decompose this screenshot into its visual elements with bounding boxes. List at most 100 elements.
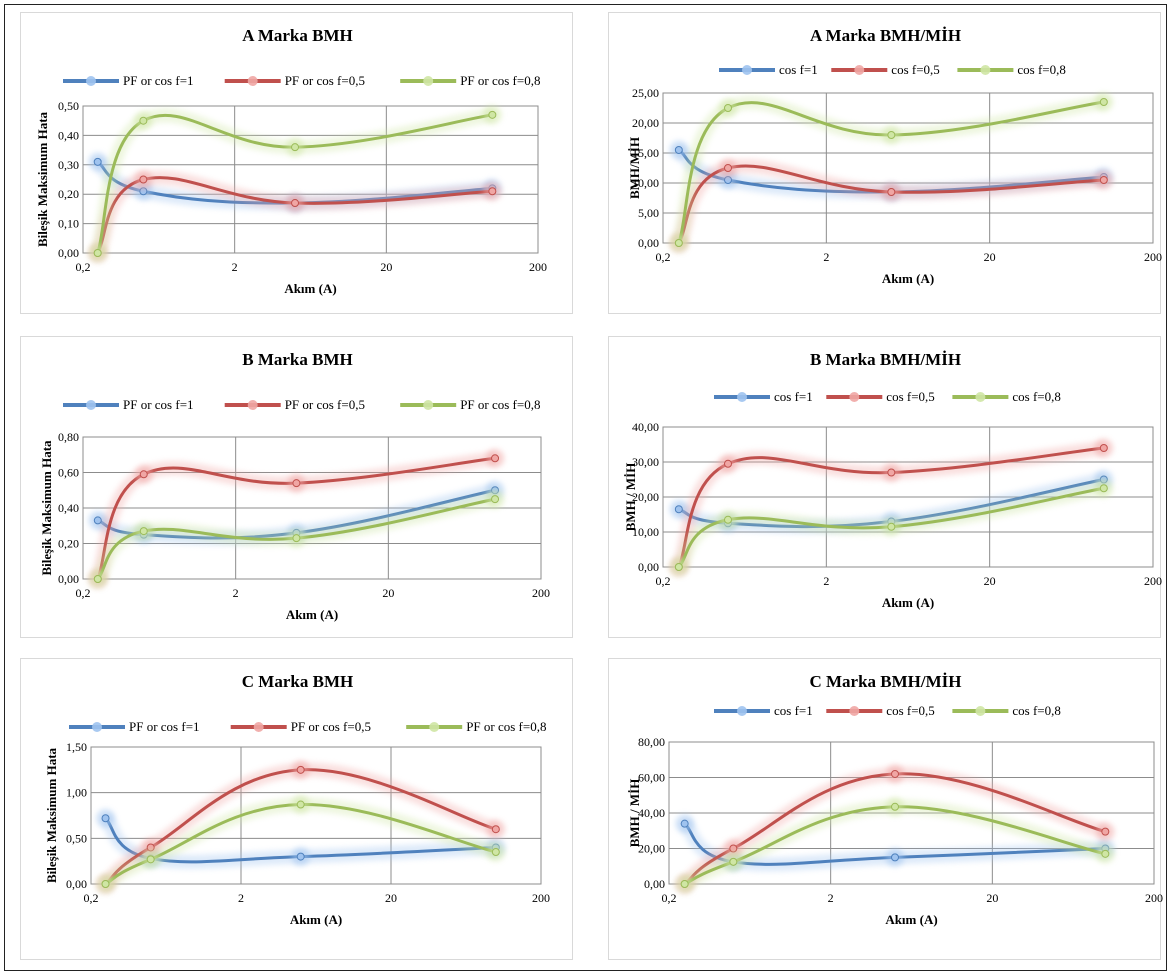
data-point — [491, 454, 500, 463]
legend-label: cos f=1 — [774, 703, 813, 718]
y-axis-title: Bileşik Maksimum Hata — [35, 111, 50, 247]
x-tick-label: 2 — [238, 891, 244, 905]
legend-swatch-marker — [92, 722, 102, 732]
x-tick-label: 2 — [823, 574, 829, 588]
legend-label: PF or cos f=0,5 — [285, 397, 365, 412]
data-point — [291, 143, 300, 152]
chart-panel-b-bmh: B Marka BMH PF or cos f=1 PF or cos f=0,5 P… — [20, 336, 573, 638]
chart-panel-a-bmh-mih: A Marka BMH/MİH cos f=1 cos f=0,5 cos f=0,8… — [608, 12, 1162, 314]
legend-label: PF or cos f=0,5 — [285, 73, 365, 88]
series-line — [683, 822, 1106, 866]
data-point — [1101, 827, 1110, 836]
series-line — [677, 164, 1104, 244]
x-tick-label: 200 — [532, 891, 550, 905]
data-point — [1099, 176, 1108, 184]
y-tick-label: 0,40 — [58, 128, 79, 142]
y-tick-label: 0,40 — [58, 501, 79, 515]
y-tick-label: 10,00 — [632, 176, 659, 190]
figure-frame — [4, 4, 1167, 971]
legend-label: cos f=0,8 — [1017, 62, 1066, 77]
x-tick-label: 0,2 — [656, 250, 671, 264]
chart-panel-c-bmh: C Marka BMH PF or cos f=1 PF or cos f=0,5 P… — [20, 658, 573, 960]
y-tick-label: 10,00 — [632, 525, 659, 539]
series-line — [684, 805, 1106, 886]
legend-label: PF or cos f=1 — [123, 397, 194, 412]
data-point — [729, 844, 738, 853]
data-point — [1099, 444, 1108, 452]
chart-title: A Marka BMH/MİH — [810, 26, 961, 45]
x-tick-label: 20 — [986, 891, 998, 905]
y-tick-label: 0,00 — [638, 236, 659, 250]
data-point — [887, 522, 896, 531]
data-point — [891, 802, 900, 811]
x-tick-label: 0,2 — [662, 891, 677, 905]
legend-swatch-marker — [737, 706, 747, 716]
plot-area-border — [82, 105, 539, 254]
data-point — [723, 176, 732, 184]
y-axis-title: Bileşik Maksimum Hata — [39, 440, 54, 576]
series-line — [104, 817, 496, 864]
data-point — [891, 769, 900, 778]
y-tick-label: 0,20 — [58, 187, 79, 201]
y-tick-label: 20,00 — [632, 116, 659, 130]
data-point — [139, 470, 148, 479]
chart-c-bmh: C Marka BMH PF or cos f=1 PF or cos f=0,5 P… — [44, 672, 550, 927]
data-point — [891, 853, 900, 862]
series-line — [96, 497, 496, 581]
data-point — [680, 880, 689, 888]
data-point — [723, 515, 732, 524]
x-tick-label: 0,2 — [76, 586, 91, 600]
data-point — [674, 239, 683, 247]
data-point — [93, 575, 102, 583]
legend-label: PF or cos f=0,5 — [291, 719, 371, 734]
legend-swatch-marker — [980, 65, 991, 75]
y-tick-label: 0,50 — [66, 831, 87, 845]
data-point — [139, 116, 148, 125]
y-tick-label: 0,00 — [58, 572, 79, 586]
data-point — [887, 468, 896, 477]
legend-label: cos f=0,5 — [886, 389, 935, 404]
y-tick-label: 0,00 — [58, 246, 79, 260]
x-tick-label: 20 — [984, 250, 996, 264]
y-tick-label: 0,00 — [644, 877, 665, 891]
data-point — [491, 825, 500, 834]
legend-swatch-marker — [423, 76, 434, 86]
y-tick-label: 25,00 — [632, 86, 659, 100]
data-point — [1099, 484, 1108, 493]
legend-label: cos f=1 — [779, 62, 818, 77]
data-point — [296, 765, 305, 774]
x-tick-label: 200 — [532, 586, 550, 600]
data-point — [729, 857, 738, 866]
chart-c-bmh-mih: C Marka BMH/MİH cos f=1 cos f=0,5 cos f=0,8… — [627, 672, 1163, 927]
y-tick-label: 1,00 — [66, 786, 87, 800]
y-tick-label: 0,60 — [58, 466, 79, 480]
x-tick-label: 20 — [984, 574, 996, 588]
y-axis-title: BMH / MİH — [627, 779, 642, 848]
data-point — [146, 843, 155, 852]
legend-swatch-marker — [86, 400, 96, 410]
y-tick-label: 60,00 — [638, 771, 665, 785]
legend-label: cos f=1 — [774, 389, 813, 404]
legend-swatch-marker — [742, 65, 752, 75]
chart-title: B Marka BMH/MİH — [810, 350, 961, 369]
data-point — [93, 516, 102, 525]
y-tick-label: 0,80 — [58, 430, 79, 444]
x-tick-label: 200 — [1144, 574, 1162, 588]
data-point — [887, 131, 896, 139]
chart-title: B Marka BMH — [242, 350, 353, 369]
x-axis-title: Akım (A) — [882, 595, 934, 610]
legend-label: PF or cos f=0,8 — [466, 719, 546, 734]
legend-label: PF or cos f=0,8 — [460, 397, 540, 412]
data-point — [93, 249, 102, 257]
x-tick-label: 2 — [828, 891, 834, 905]
y-tick-label: 0,10 — [58, 217, 79, 231]
x-tick-label: 0,2 — [76, 260, 91, 274]
data-point — [491, 495, 500, 504]
legend-swatch-marker — [247, 76, 258, 86]
legend-swatch-marker — [247, 400, 258, 410]
legend-swatch-marker — [737, 392, 747, 402]
x-tick-label: 200 — [1144, 250, 1162, 264]
y-axis-title: BMH/MİH — [627, 137, 642, 199]
x-tick-label: 2 — [233, 586, 239, 600]
data-point — [139, 175, 148, 184]
